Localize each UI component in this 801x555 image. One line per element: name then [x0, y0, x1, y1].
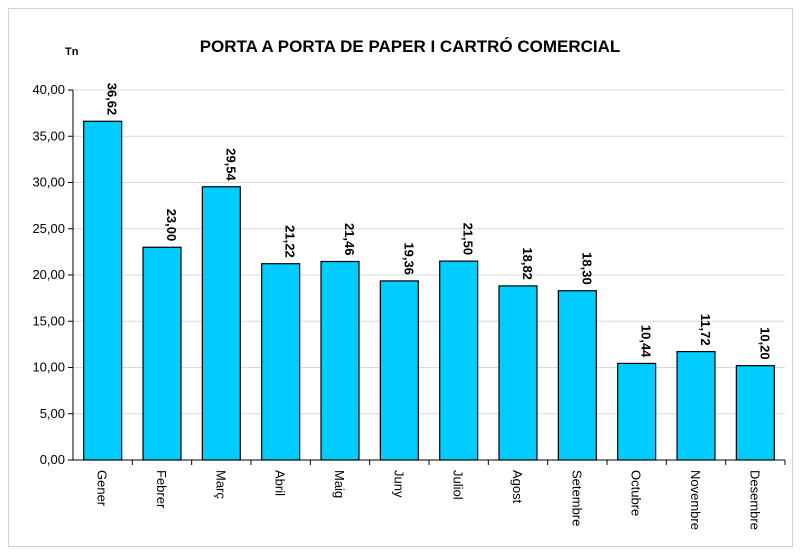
data-label: 29,54 — [223, 148, 238, 181]
bar — [676, 350, 716, 461]
bar — [83, 120, 123, 461]
x-tick-label: Novembre — [688, 470, 703, 530]
y-axis-ticks: 0,00 5,00 10,00 15,00 20,00 25,00 30,00 35,00 40… — [32, 82, 73, 467]
bar — [557, 290, 597, 461]
bar — [498, 285, 538, 461]
y-tick-label: 35,00 — [32, 128, 65, 143]
data-label: 10,20 — [757, 327, 772, 360]
x-tick-label: Setembre — [569, 470, 584, 526]
bar — [439, 260, 479, 461]
bar — [201, 186, 241, 461]
y-tick-label: 25,00 — [32, 221, 65, 236]
data-label: 18,30 — [579, 252, 594, 285]
bar — [261, 263, 301, 461]
x-tick-label: Març — [213, 470, 228, 499]
x-tick-label: Febrer — [154, 470, 169, 509]
data-labels: 36,62 23,00 29,54 21,22 21,46 19,36 21,50 18,82… — [105, 83, 773, 360]
x-tick-label: Agost — [510, 470, 525, 504]
y-tick-label: 40,00 — [32, 82, 65, 97]
chart-title: PORTA A PORTA DE PAPER I CARTRÓ COMERCIA… — [200, 37, 621, 56]
y-tick-label: 15,00 — [32, 313, 65, 328]
x-tick-label: Maig — [332, 470, 347, 498]
data-label: 36,62 — [105, 83, 120, 116]
x-axis-labels: Gener Febrer Març Abril Maig Juny Juliol Agost S… — [95, 460, 786, 530]
bar — [379, 280, 419, 461]
data-label: 21,46 — [342, 223, 357, 256]
bar — [320, 260, 360, 461]
x-tick-label: Juliol — [451, 470, 466, 500]
axes — [72, 90, 785, 461]
y-unit-label: Tn — [65, 46, 79, 58]
data-label: 21,50 — [461, 223, 476, 256]
y-tick-label: 5,00 — [40, 406, 65, 421]
bar — [142, 246, 182, 461]
data-label: 23,00 — [164, 209, 179, 242]
x-tick-label: Desembre — [747, 470, 762, 530]
y-tick-label: 10,00 — [32, 360, 65, 375]
data-label: 19,36 — [401, 242, 416, 275]
y-tick-label: 30,00 — [32, 175, 65, 190]
data-label: 18,82 — [520, 247, 535, 280]
gridlines — [73, 89, 785, 415]
bars — [83, 120, 775, 461]
bar — [735, 365, 775, 461]
x-tick-label: Octubre — [629, 470, 644, 516]
data-label: 11,72 — [698, 314, 713, 346]
x-tick-label: Gener — [95, 470, 110, 507]
x-tick-label: Abril — [273, 470, 288, 496]
bar — [617, 362, 657, 461]
x-tick-label: Juny — [391, 470, 406, 498]
y-tick-label: 0,00 — [40, 452, 65, 467]
y-tick-label: 20,00 — [32, 267, 65, 282]
data-label: 10,44 — [639, 325, 654, 358]
data-label: 21,22 — [283, 225, 298, 258]
